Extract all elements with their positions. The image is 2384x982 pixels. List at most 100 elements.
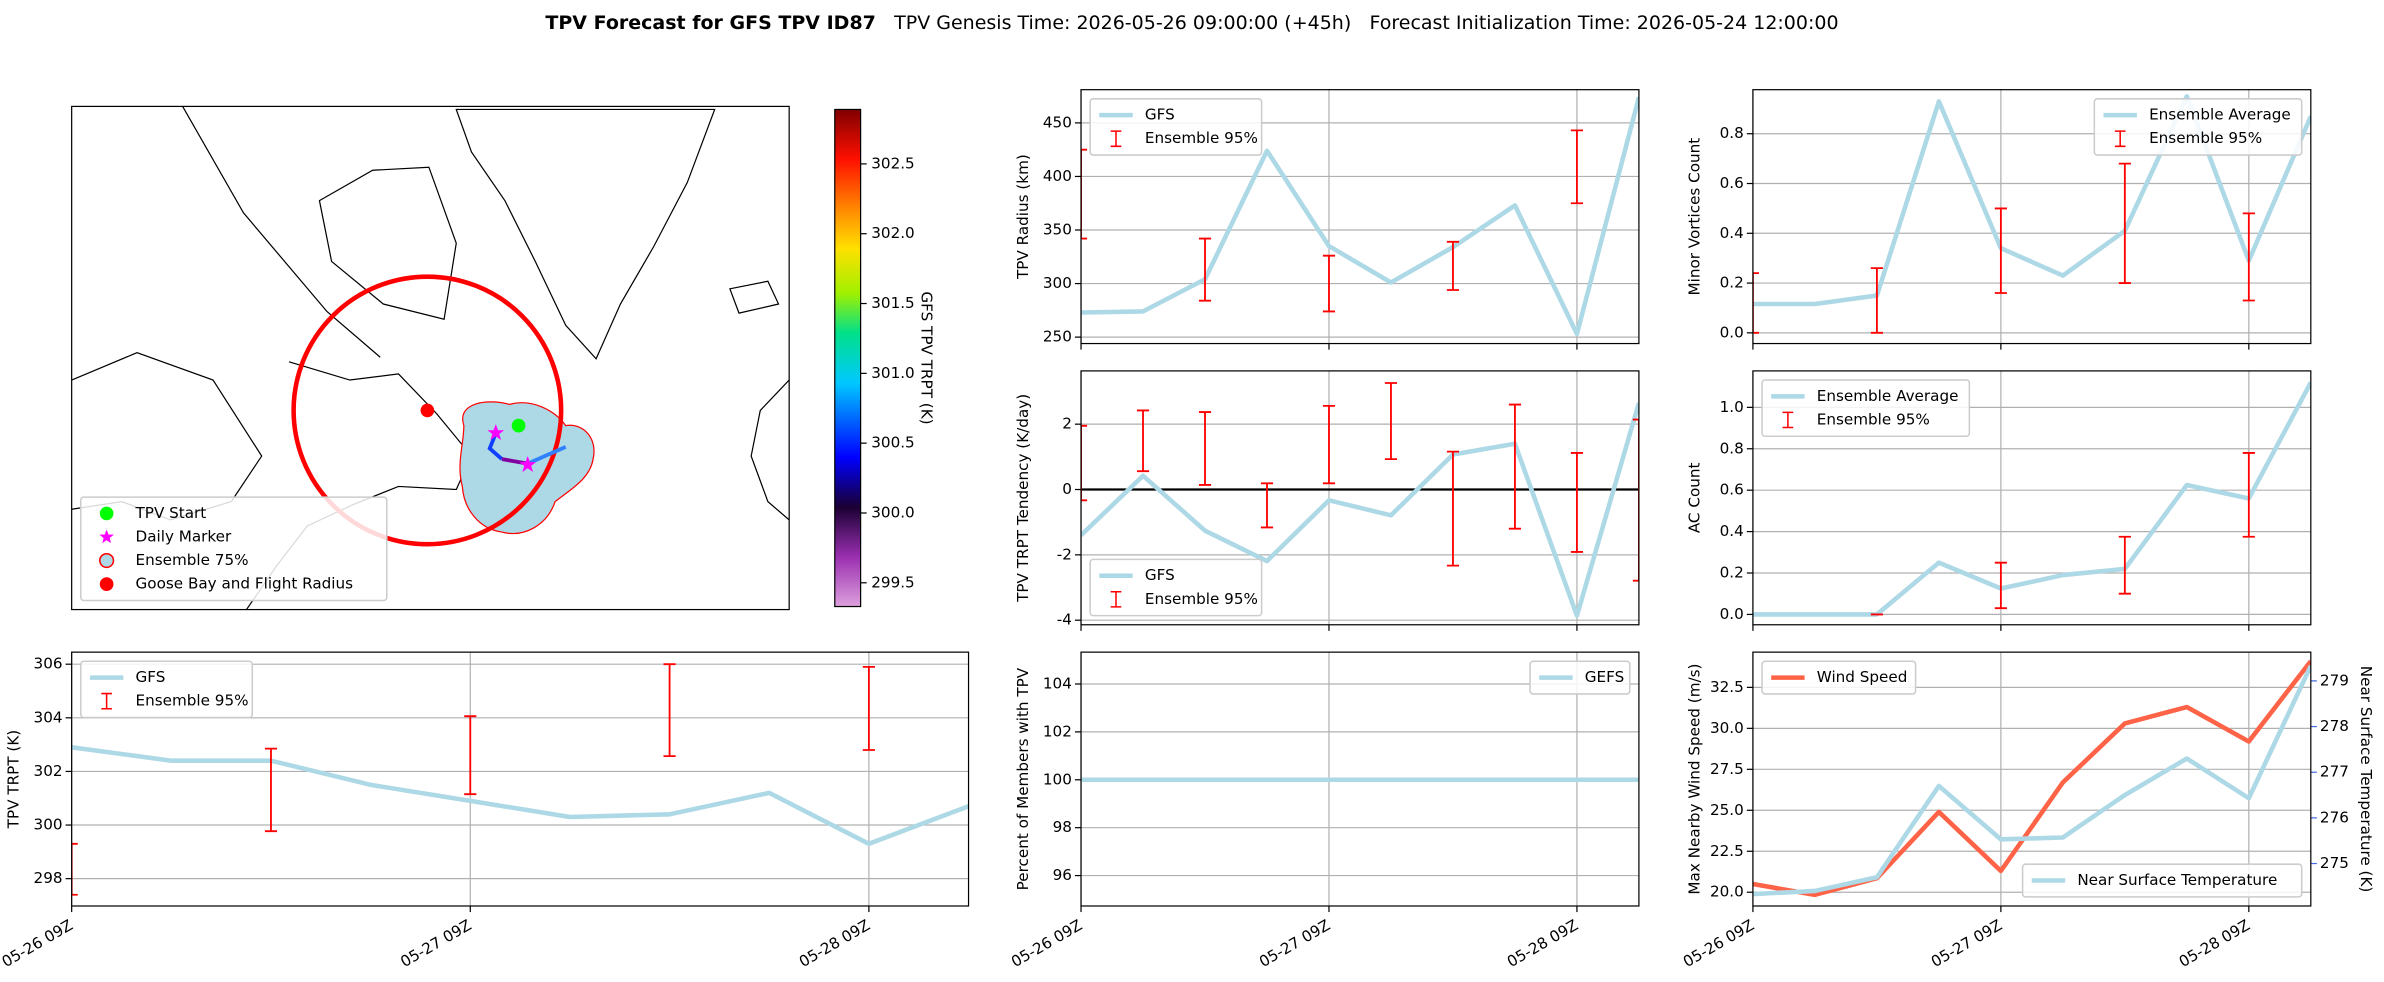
colorbar-tick-label: 302.0 [871,224,914,242]
y-tick-label: 25.0 [1710,801,1744,819]
error-bar [264,747,278,833]
legend-label: Ensemble 95% [1817,410,1930,428]
legend-label: GFS [1145,566,1175,584]
y-tick-label: 0.8 [1720,439,1744,457]
y-axis-label: Max Nearby Wind Speed (m/s) [1686,664,1704,895]
track [526,445,567,466]
daily-marker [519,456,537,472]
legend-label: Near Surface Temperature [2077,871,2277,889]
colorbar [834,108,862,608]
y-tick-label: 0.0 [1720,605,1744,623]
colorbar-tick-label: 302.5 [871,154,914,172]
y-tick-label: 450 [1043,113,1072,131]
error-bar [1384,382,1398,461]
goose-bay [420,403,435,418]
error-bar [2242,212,2255,302]
y-tick-label: 400 [1043,167,1072,185]
legend-label: TPV Start [135,504,207,522]
axes-frame [71,651,970,907]
coastline [318,166,457,320]
y-tick-label: 0 [1062,480,1072,498]
panel: 05-26 09Z 05-27 09Z 05-28 09Z 298 300 302 304 3… [0,651,970,971]
x-tick-label: 05-27 09Z [1928,916,2005,971]
legend-label: GFS [136,668,166,686]
legend-box [1761,379,1971,438]
legend-label: Ensemble Average [1817,387,1959,405]
error-bar [1508,403,1522,530]
daily-marker [487,424,505,441]
y-axis-label: Minor Vortices Count [1686,138,1704,296]
legend-swatch [1110,130,1122,148]
y-tick-label: 350 [1043,221,1072,239]
title-init: Forecast Initialization Time: 2026-05-24… [1369,11,1838,33]
legend-swatch [1110,590,1122,608]
x-tick-label: 05-26 09Z [1008,916,1085,971]
legend-box [80,660,254,719]
y-tick-label: -4 [1057,611,1072,629]
track [487,432,504,461]
legend-label: Ensemble 95% [2149,129,2262,147]
error-bar [1994,207,2007,294]
y-tick-label: 32.5 [1710,678,1744,696]
legend-marker [99,552,115,569]
y-tick-label: 22.5 [1710,842,1744,860]
axes-frame [1752,651,2312,907]
y-tick-label: 0.6 [1720,481,1744,499]
coastline [750,379,790,521]
y2-tick-label: 276 [2320,808,2349,826]
y-tick-label: 27.5 [1710,760,1744,778]
colorbar-label: GFS TPV TRPT (K) [917,291,935,424]
y2-tick-label: 277 [2320,763,2349,781]
error-bar [71,842,78,896]
error-bar [1570,452,1584,553]
legend-swatch [101,692,112,710]
error-bar [1446,240,1460,291]
legend-label: GEFS [1585,668,1624,686]
error-bar [2118,535,2131,595]
y-tick-label: 304 [34,708,63,726]
panel: 05-26 09Z 05-27 09Z 05-28 09Z 20.0 22.5 25.0 2… [1680,651,2375,971]
legend-box [1089,98,1263,156]
error-bar [1198,411,1212,486]
y-tick-label: 0.4 [1720,522,1744,540]
error-bar [2242,451,2255,538]
colorbar-tick-label: 300.5 [871,434,914,452]
x-tick-label: 05-26 09Z [1680,916,1757,971]
y-tick-label: 0.0 [1720,323,1744,341]
legend-label: Ensemble 75% [136,551,249,569]
panel: 299.5 300.0 300.5 301.0 301.5 302.0 302.5 GFS T… [80,108,935,608]
legend-box [80,496,388,602]
map-frame [71,105,790,611]
y-axis-label: TPV TRPT (K) [4,730,22,830]
axes-frame [1752,89,2312,345]
axes-frame [1080,370,1640,626]
legend-label: GFS [1145,106,1175,124]
error-bar [1632,418,1639,582]
legend-box [1761,660,1917,695]
title-main: TPV Forecast for GFS TPV ID87 [545,11,875,33]
y-axis-label: AC Count [1686,462,1704,533]
y-tick-label: 0.6 [1720,174,1744,192]
y2-axis-label: Near Surface Temperature (K) [2357,666,2375,893]
y-tick-label: 0.4 [1720,224,1744,242]
border-line [182,106,381,358]
series-line [1752,659,2311,898]
y-tick-label: 2 [1062,415,1072,433]
y-axis-label: TPV TRPT Tendency (K/day) [1014,394,1032,603]
error-bar [862,665,875,751]
y-tick-label: 300 [34,816,63,834]
error-bar [1260,482,1274,529]
tpv-start [511,418,526,433]
y-tick-label: 102 [1043,722,1072,740]
axes-frame [1080,89,1640,345]
error-bar [1136,409,1150,473]
y-tick-label: 302 [34,762,63,780]
coastline [455,108,716,360]
x-tick-label: 05-27 09Z [1256,916,1333,971]
legend-label: Daily Marker [136,527,233,545]
error-bar [1446,450,1460,567]
colorbar-tick-label: 299.5 [871,573,914,591]
error-bar [2118,162,2131,284]
legend-marker [99,506,114,521]
